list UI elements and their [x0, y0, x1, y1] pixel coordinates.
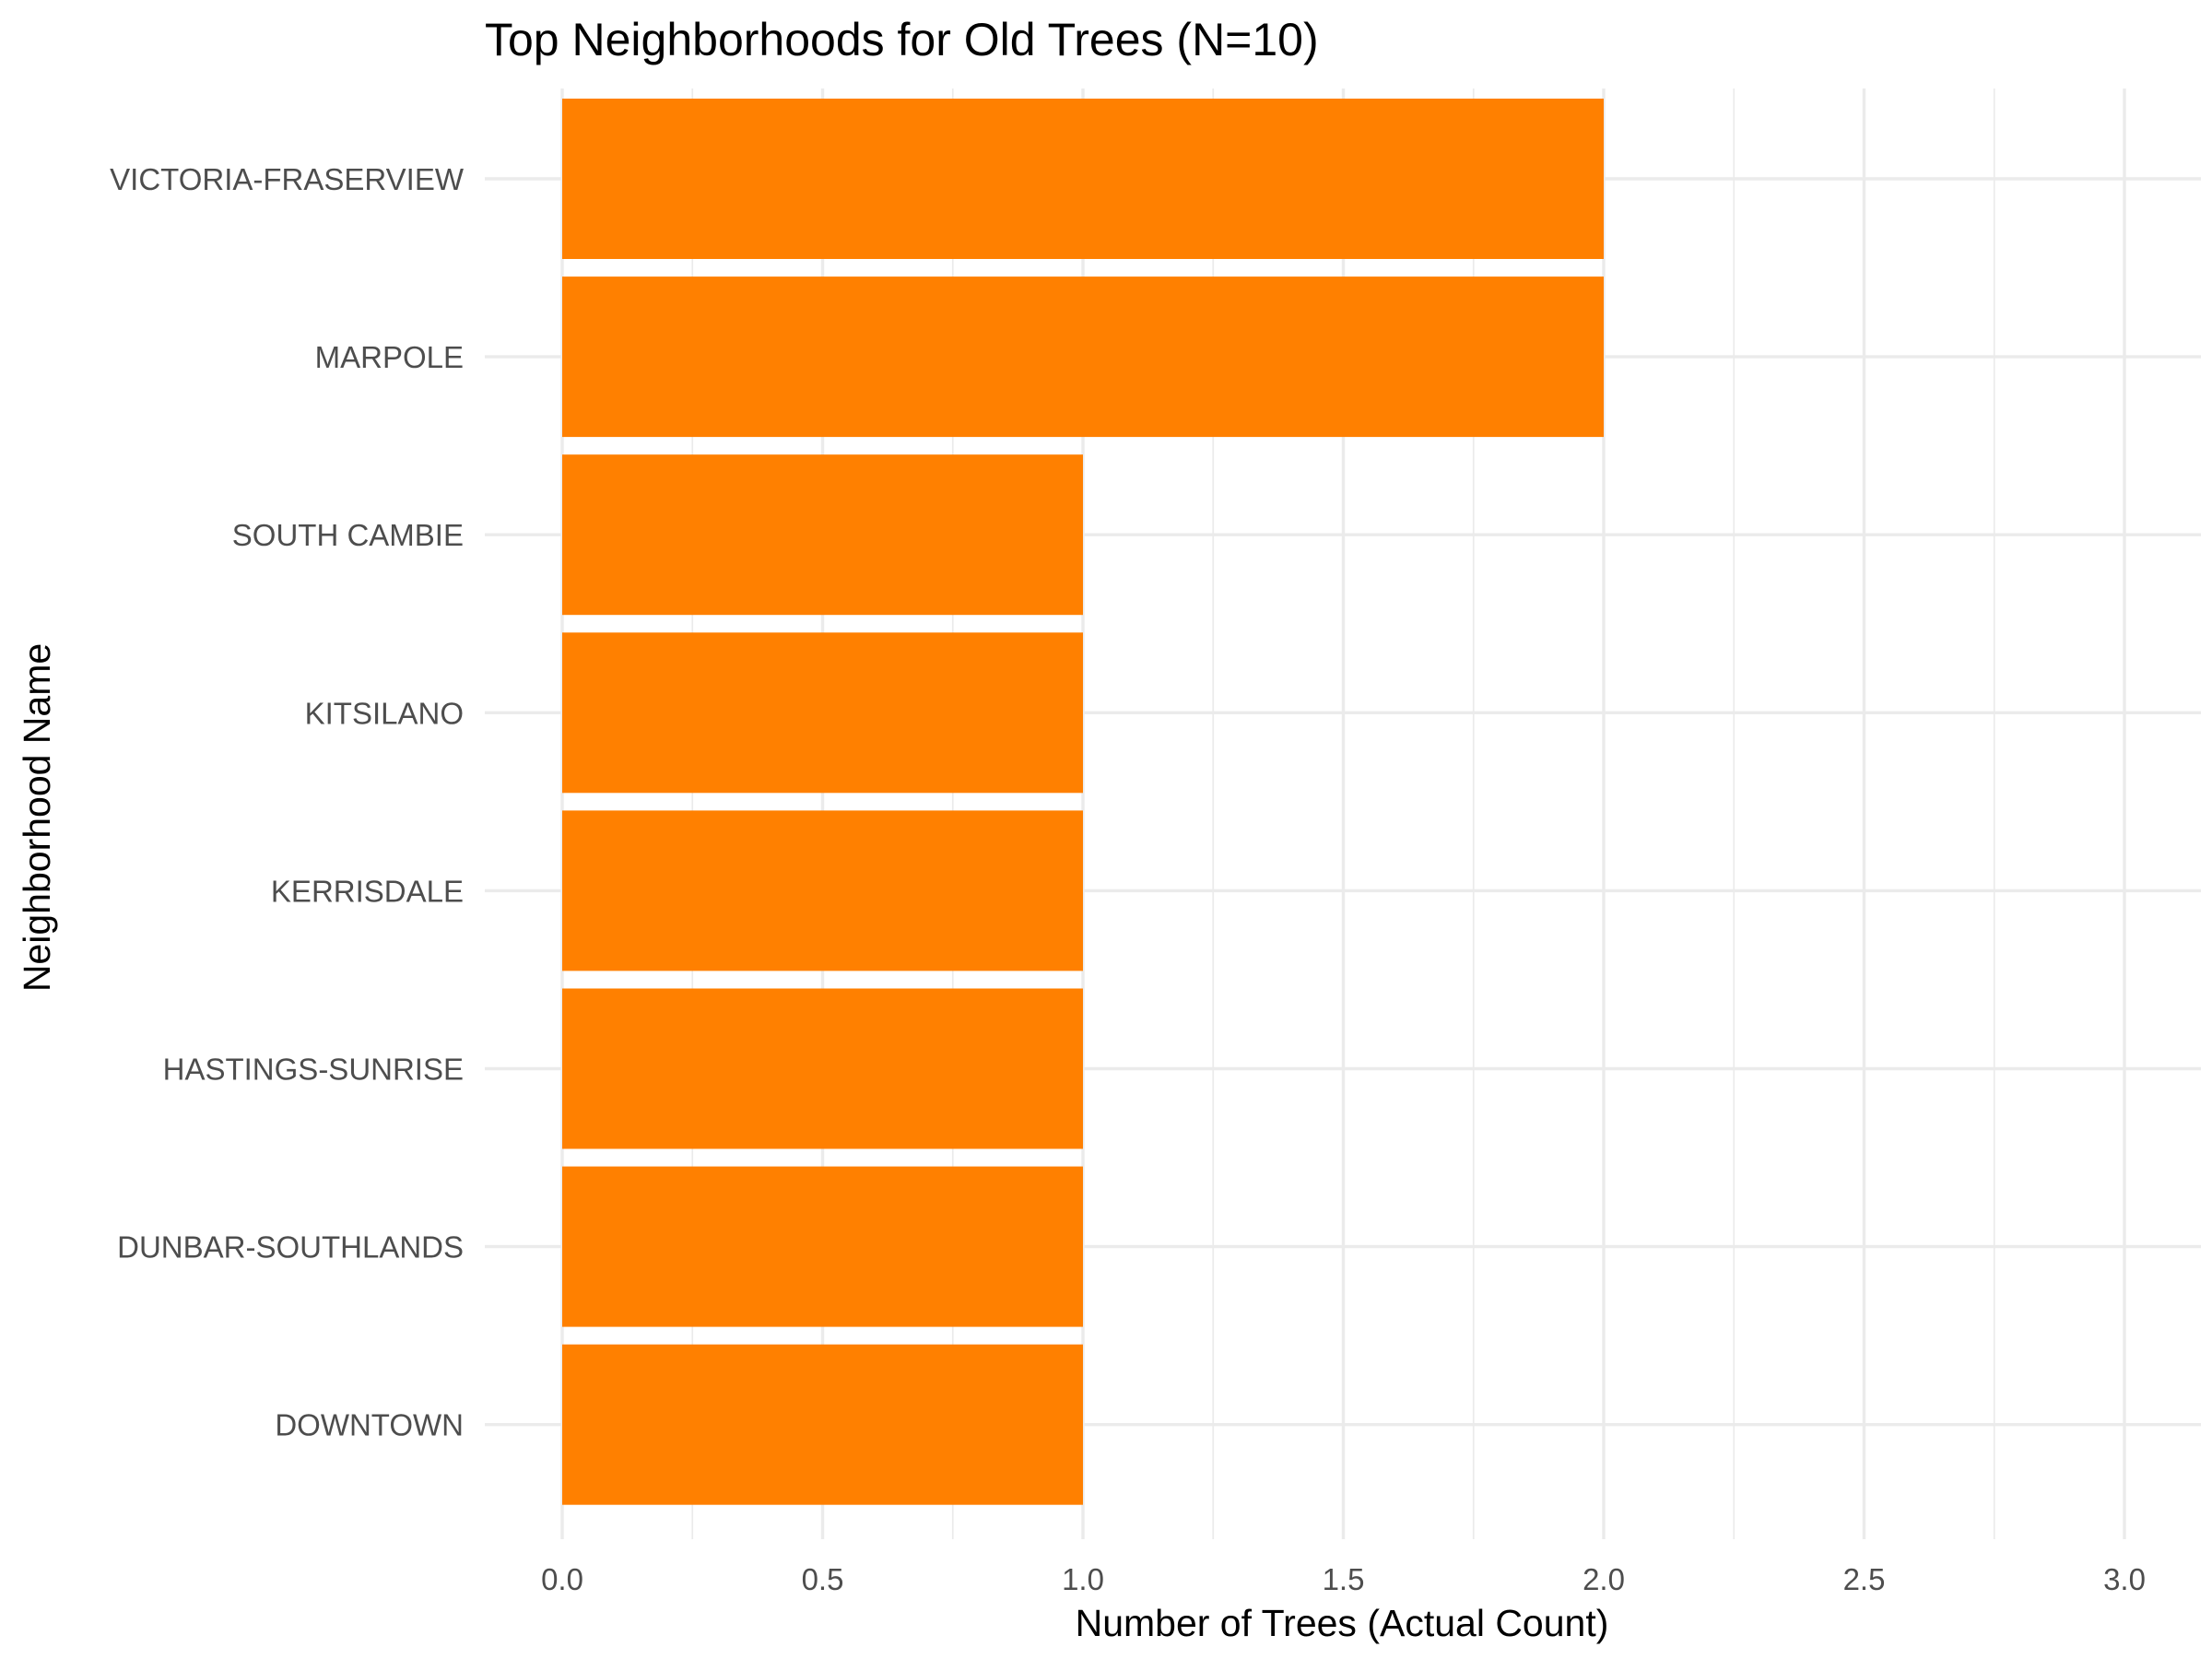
x-tick-label: 3.0 — [2103, 1562, 2146, 1596]
bar — [562, 1166, 1083, 1327]
bar — [562, 632, 1083, 794]
bar — [562, 99, 1604, 259]
x-tick-label: 0.5 — [802, 1562, 844, 1596]
y-tick-label: KERRISDALE — [271, 874, 464, 908]
bar — [562, 454, 1083, 616]
y-tick-labels: VICTORIA-FRASERVIEW MARPOLE SOUTH CAMBIE KI… — [110, 162, 465, 1442]
x-tick-label: 2.0 — [1583, 1562, 1625, 1596]
y-tick-label: MARPOLE — [315, 340, 464, 374]
chart-title: Top Neighborhoods for Old Trees (N=10) — [485, 14, 1319, 65]
x-tick-label: 0.0 — [541, 1562, 583, 1596]
x-tick-label: 1.5 — [1323, 1562, 1365, 1596]
bars — [562, 99, 1604, 1505]
x-axis-title: Number of Trees (Actual Count) — [1076, 1602, 1609, 1644]
x-tick-label: 1.0 — [1062, 1562, 1104, 1596]
x-tick-label: 2.5 — [1843, 1562, 1886, 1596]
y-tick-label: SOUTH CAMBIE — [232, 518, 464, 552]
bar — [562, 276, 1604, 438]
y-tick-label: DOWNTOWN — [275, 1408, 464, 1442]
y-tick-label: HASTINGS-SUNRISE — [163, 1053, 464, 1087]
x-tick-labels: 0.0 0.5 1.0 1.5 2.0 2.5 3.0 — [541, 1562, 2146, 1596]
bar — [562, 1344, 1083, 1505]
bar — [562, 810, 1083, 971]
y-axis-title: Neighborhood Name — [16, 643, 58, 992]
y-tick-label: DUNBAR-SOUTHLANDS — [117, 1230, 464, 1265]
y-tick-label: KITSILANO — [305, 696, 464, 730]
bar — [562, 988, 1083, 1149]
y-tick-label: VICTORIA-FRASERVIEW — [110, 162, 465, 196]
